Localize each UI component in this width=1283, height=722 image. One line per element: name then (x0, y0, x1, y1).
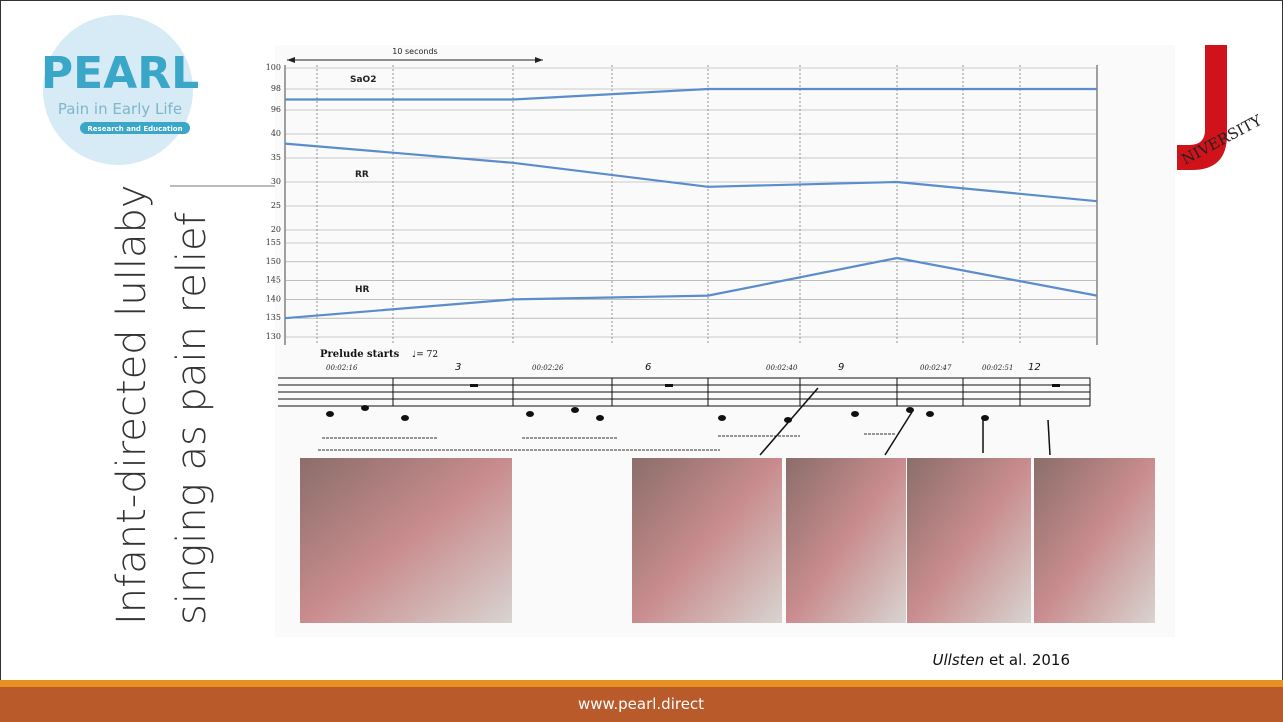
series-line (285, 87, 1097, 101)
y-tick-label: 20 (271, 225, 281, 234)
title-line: Infant-directed lullaby (109, 184, 155, 625)
measure-number: 3 (455, 362, 461, 373)
citation-rest: et al. 2016 (984, 651, 1070, 669)
y-tick-label: 130 (266, 332, 281, 341)
y-tick-label: 100 (266, 63, 281, 72)
notes (326, 384, 1060, 423)
y-tick-label: 150 (266, 257, 281, 266)
y-tick-label: 145 (266, 276, 281, 285)
timestamp: 00:02:16 (326, 364, 358, 372)
series-label: RR (355, 170, 369, 180)
duration-lines (318, 433, 895, 451)
footer-bar (0, 687, 1283, 722)
citation: Ullsten et al. 2016 (933, 651, 1070, 669)
y-tick-label: 30 (271, 177, 281, 186)
photos (300, 458, 1155, 623)
logo-name: PEARL (41, 48, 199, 99)
y-tick-label: 155 (266, 238, 281, 247)
logo-tagline: Pain in Early Life (58, 100, 182, 118)
logo-subtitle: Research and Education (87, 125, 182, 133)
citation-author: Ullsten (933, 651, 985, 669)
y-tick-label: 96 (271, 105, 281, 114)
prelude-label: Prelude starts (320, 349, 400, 360)
pointer-arrows (759, 387, 1051, 456)
scale-label: 10 seconds (392, 47, 437, 56)
measure-number: 6 (645, 362, 651, 373)
title-line: singing as pain relief (169, 212, 215, 625)
tempo: ♩= 72 (412, 350, 438, 360)
series-label: SaO2 (350, 75, 376, 85)
timestamp: 00:02:40 (766, 364, 798, 372)
staff (278, 377, 1091, 407)
logo-badge (80, 122, 190, 134)
y-tick-label: 98 (271, 84, 281, 93)
series-label: HR (355, 285, 370, 295)
y-tick-label: 40 (271, 129, 281, 138)
y-tick-label: 25 (271, 201, 281, 210)
footer-text: www.pearl.direct (578, 695, 704, 713)
footer-stripe (0, 680, 1283, 687)
y-tick-label: 135 (266, 313, 281, 322)
timestamp: 00:02:51 (982, 364, 1013, 372)
timestamp: 00:02:26 (532, 364, 564, 372)
y-tick-label: 140 (266, 294, 281, 303)
measure-number: 12 (1028, 362, 1041, 373)
measure-number: 9 (838, 362, 844, 373)
chart: 96 98 100 SaO2 20 25 30 35 40 RR 130 135 140 145 150 15… (266, 63, 1098, 345)
timestamp: 00:02:47 (920, 364, 952, 372)
series-line (284, 256, 1098, 320)
y-tick-label: 35 (271, 153, 281, 162)
partner-logo (1177, 45, 1227, 170)
series-line (284, 142, 1098, 203)
